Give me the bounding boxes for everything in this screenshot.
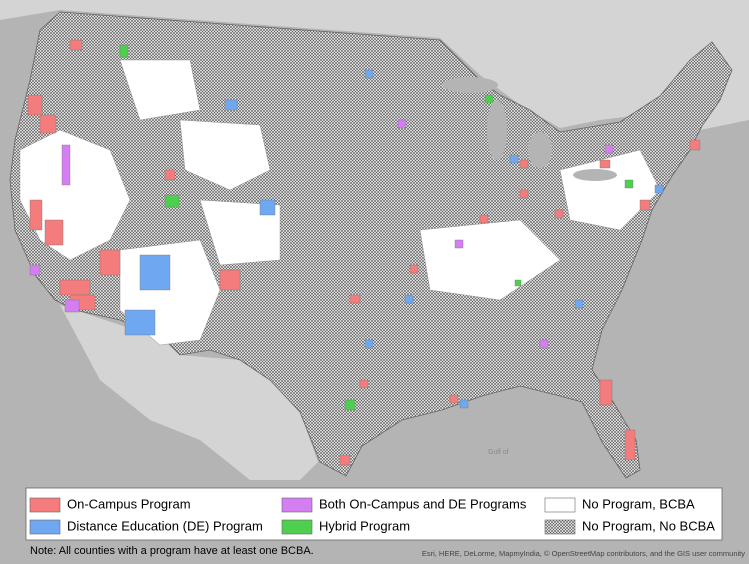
legend: On-Campus Program Distance Education (DE)… bbox=[29, 496, 715, 535]
program-county bbox=[27, 94, 43, 116]
program-county bbox=[604, 144, 614, 154]
program-county bbox=[539, 339, 549, 349]
program-county bbox=[99, 249, 121, 276]
legend-swatch bbox=[544, 497, 576, 513]
county-region bbox=[119, 59, 201, 121]
legend-label: Hybrid Program bbox=[319, 518, 410, 533]
program-county bbox=[404, 294, 414, 304]
legend-label: No Program, No BCBA bbox=[582, 518, 715, 533]
legend-swatch bbox=[281, 519, 313, 535]
program-county bbox=[519, 159, 529, 169]
program-county bbox=[484, 94, 494, 104]
county-region bbox=[179, 119, 271, 191]
program-county bbox=[44, 219, 64, 246]
program-county bbox=[654, 184, 664, 194]
program-county bbox=[599, 159, 611, 169]
program-county bbox=[164, 169, 176, 181]
program-county bbox=[124, 309, 156, 336]
program-county bbox=[61, 144, 71, 186]
attribution: Esri, HERE, DeLorme, MapmyIndia, © OpenS… bbox=[422, 549, 745, 558]
program-county bbox=[554, 209, 564, 219]
program-county bbox=[349, 294, 361, 304]
lake bbox=[573, 169, 617, 181]
program-county bbox=[454, 239, 464, 249]
canada bbox=[0, 0, 749, 130]
lake bbox=[487, 100, 507, 160]
note: Note: All counties with a program have a… bbox=[30, 545, 314, 557]
map-label: Gulf of bbox=[488, 449, 509, 456]
program-county bbox=[339, 454, 351, 466]
program-county bbox=[624, 179, 634, 189]
program-county bbox=[29, 264, 41, 276]
program-county bbox=[139, 254, 171, 291]
program-county bbox=[224, 99, 238, 111]
legend-swatch bbox=[29, 497, 61, 513]
program-county bbox=[459, 399, 469, 409]
program-county bbox=[64, 299, 80, 313]
program-county bbox=[409, 264, 419, 274]
program-county bbox=[519, 189, 529, 199]
program-county bbox=[59, 279, 91, 296]
program-county bbox=[164, 194, 180, 208]
program-county bbox=[39, 114, 57, 134]
program-county bbox=[449, 394, 459, 404]
legend-swatch bbox=[281, 497, 313, 513]
mexico bbox=[60, 305, 318, 480]
program-county bbox=[219, 269, 241, 291]
program-county bbox=[29, 199, 43, 231]
legend-label: On-Campus Program bbox=[67, 496, 191, 511]
program-county bbox=[344, 399, 356, 411]
program-county bbox=[624, 429, 636, 461]
county-region bbox=[199, 199, 281, 266]
lake bbox=[442, 77, 498, 93]
program-county bbox=[364, 339, 374, 349]
program-county bbox=[599, 379, 613, 406]
program-county bbox=[364, 69, 374, 79]
legend-label: Both On-Campus and DE Programs bbox=[319, 496, 527, 511]
program-counties bbox=[27, 39, 701, 466]
legend-swatch bbox=[29, 519, 61, 535]
legend-label: Distance Education (DE) Program bbox=[67, 518, 263, 533]
program-county bbox=[574, 299, 584, 309]
program-county bbox=[479, 214, 489, 224]
program-county bbox=[69, 39, 83, 51]
program-county bbox=[639, 199, 651, 211]
program-county bbox=[259, 199, 276, 216]
lake bbox=[528, 132, 552, 168]
legend-label: No Program, BCBA bbox=[582, 496, 695, 511]
program-county bbox=[509, 154, 519, 164]
program-county bbox=[397, 119, 407, 129]
program-county bbox=[689, 139, 701, 151]
legend-box bbox=[25, 487, 723, 541]
program-county bbox=[119, 44, 129, 58]
program-county bbox=[359, 379, 369, 389]
legend-swatch bbox=[544, 519, 576, 535]
program-county bbox=[514, 279, 522, 287]
